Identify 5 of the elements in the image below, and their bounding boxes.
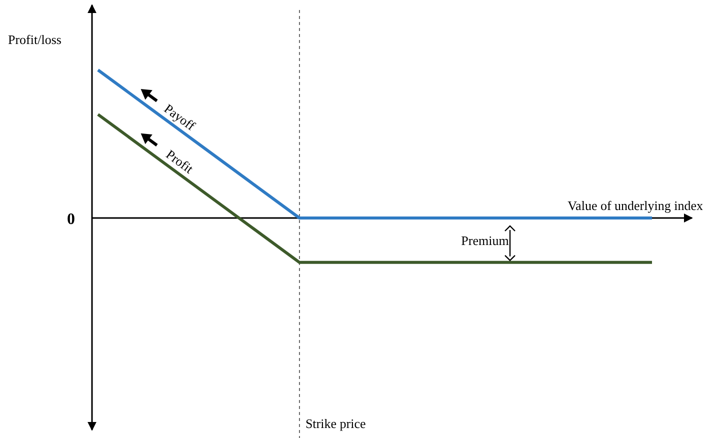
text: 0 <box>67 211 75 228</box>
annotation: Premium <box>461 233 509 248</box>
y-axis-title: Profit/loss <box>8 32 62 47</box>
x-axis-title: Value of underlying index <box>568 198 704 213</box>
text: Strike price <box>305 416 366 431</box>
